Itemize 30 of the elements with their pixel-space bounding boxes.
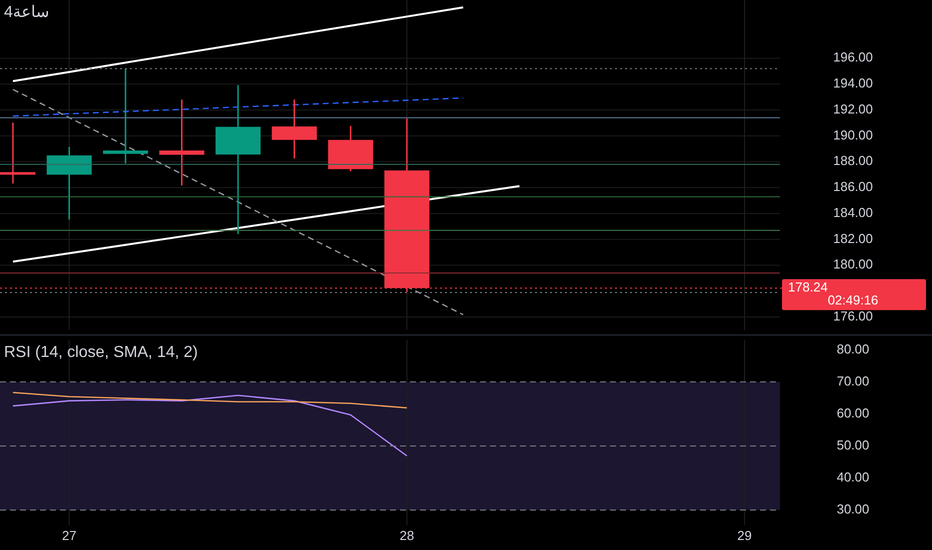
candlestick [159,98,204,186]
chart-title: RSI (14, close, SMA, 14, 2) [4,344,198,361]
line-series [12,97,464,117]
y-tick-label: 186.00 [833,179,873,194]
y-tick-label: 176.00 [833,308,873,324]
y-tick-label: 30.00 [836,501,870,516]
chart-title: 4ساعة [4,4,50,21]
x-tick-label: 27 [62,528,76,543]
y-tick-label: 194.00 [833,76,873,91]
y-tick-label: 80.00 [836,341,870,356]
line-series [12,394,408,457]
y-tick-label: 40.00 [836,469,870,484]
y-tick-label: 192.00 [833,101,873,116]
y-tick-label: 60.00 [836,405,870,420]
y-tick-label: 184.00 [833,204,873,220]
y-tick-label: 180.00 [833,256,873,272]
x-tick-label: 29 [737,528,752,543]
text: 02:49:16 [828,292,878,308]
line-series [12,392,408,409]
y-tick-label: 190.00 [833,127,873,142]
y-tick-label: 196.00 [833,50,873,65]
y-tick-label: 182.00 [833,230,873,246]
y-tick-label: 188.00 [833,153,873,168]
y-tick-label: 50.00 [836,437,870,452]
y-tick-label: 70.00 [836,373,870,388]
ref-line-label: 178.24 [788,280,828,295]
candlestick [102,68,148,164]
line-series [12,185,520,263]
line-series [12,88,464,316]
x-tick-label: 28 [400,528,414,543]
